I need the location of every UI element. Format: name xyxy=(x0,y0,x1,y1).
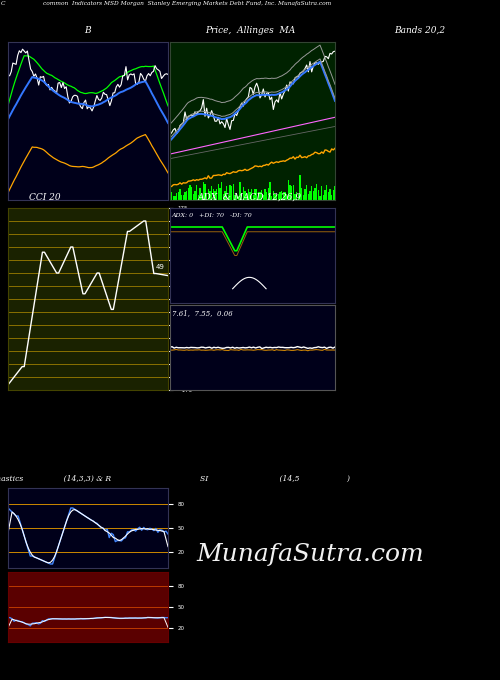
Text: Price,  Allinges  MA: Price, Allinges MA xyxy=(205,26,295,35)
Bar xyxy=(171,192,172,200)
Text: Bands 20,2: Bands 20,2 xyxy=(394,26,446,35)
Bar xyxy=(322,195,324,200)
Bar xyxy=(178,192,179,200)
Bar xyxy=(182,195,184,200)
Bar xyxy=(252,195,254,200)
Bar xyxy=(216,188,218,200)
Bar xyxy=(288,180,289,200)
Bar xyxy=(261,190,262,200)
Bar xyxy=(308,194,309,200)
Bar xyxy=(234,195,236,200)
Bar xyxy=(268,188,269,200)
Bar xyxy=(228,195,229,200)
Text: CCI 20: CCI 20 xyxy=(29,193,61,202)
Bar xyxy=(248,190,249,200)
Bar xyxy=(298,194,299,200)
Bar xyxy=(314,188,316,200)
Text: ADX: 0   +DI: 70   -DI: 70: ADX: 0 +DI: 70 -DI: 70 xyxy=(172,213,252,218)
Bar xyxy=(318,190,319,200)
Bar xyxy=(188,188,189,200)
Bar xyxy=(274,194,276,200)
Bar xyxy=(258,192,259,200)
Bar xyxy=(242,187,244,200)
Bar xyxy=(278,194,279,200)
Bar xyxy=(186,191,188,200)
Bar xyxy=(208,189,209,200)
Bar xyxy=(222,194,224,200)
Bar xyxy=(301,188,302,200)
Bar xyxy=(218,184,219,200)
Text: 49: 49 xyxy=(156,264,164,270)
Bar xyxy=(176,192,178,200)
Bar xyxy=(332,190,334,200)
Bar xyxy=(282,192,284,200)
Bar xyxy=(202,182,204,200)
Bar xyxy=(272,191,274,200)
Bar xyxy=(281,190,282,200)
Bar xyxy=(286,194,288,200)
Bar xyxy=(251,188,252,200)
Bar xyxy=(264,189,266,200)
Bar xyxy=(232,184,234,200)
Bar xyxy=(328,192,329,200)
Bar xyxy=(221,182,222,200)
Bar xyxy=(326,186,328,200)
Bar xyxy=(241,195,242,200)
Bar xyxy=(236,193,238,200)
Bar xyxy=(201,195,202,200)
Bar xyxy=(311,186,312,200)
Bar xyxy=(214,191,216,200)
Bar xyxy=(331,194,332,200)
Bar xyxy=(254,189,256,200)
Text: MunafaSutra.com: MunafaSutra.com xyxy=(196,543,424,566)
Bar xyxy=(198,195,199,200)
Bar xyxy=(294,194,296,200)
Bar xyxy=(211,186,212,200)
Text: SI                              (14,5                    ): SI (14,5 ) xyxy=(200,475,350,483)
Bar xyxy=(196,185,198,200)
Bar xyxy=(246,193,248,200)
Text: Stochastics                 (14,3,3) & R: Stochastics (14,3,3) & R xyxy=(0,475,111,483)
Bar xyxy=(316,184,318,200)
Bar xyxy=(291,186,292,200)
Bar xyxy=(174,196,176,200)
Bar xyxy=(194,190,196,200)
Bar xyxy=(284,192,286,200)
Bar xyxy=(306,185,308,200)
Text: ADX  & MACD 12,26,9: ADX & MACD 12,26,9 xyxy=(198,193,302,202)
Bar xyxy=(324,190,326,200)
Bar xyxy=(224,191,226,200)
Bar xyxy=(262,195,264,200)
Bar xyxy=(334,186,336,200)
Text: C                    common  Indicators MSD Morgan  Stanley Emerging Markets Deb: C common Indicators MSD Morgan Stanley E… xyxy=(1,1,331,6)
Text: B: B xyxy=(84,26,91,35)
Text: 7.61,  7.55,  0.06: 7.61, 7.55, 0.06 xyxy=(172,309,232,318)
Bar xyxy=(172,196,174,200)
Bar xyxy=(181,195,182,200)
Bar xyxy=(271,196,272,200)
Bar xyxy=(304,189,306,200)
Bar xyxy=(206,194,208,200)
Bar xyxy=(212,189,214,200)
Bar xyxy=(256,189,258,200)
Bar xyxy=(244,191,246,200)
Bar xyxy=(276,195,278,200)
Bar xyxy=(238,196,239,200)
Bar xyxy=(302,195,304,200)
Bar xyxy=(204,184,206,200)
Bar xyxy=(296,192,298,200)
Bar xyxy=(226,186,228,200)
Bar xyxy=(292,184,294,200)
Bar xyxy=(312,191,314,200)
Bar xyxy=(191,187,192,200)
Bar xyxy=(231,186,232,200)
Bar xyxy=(192,194,194,200)
Bar xyxy=(266,192,268,200)
Bar xyxy=(184,192,186,200)
Bar xyxy=(321,186,322,200)
